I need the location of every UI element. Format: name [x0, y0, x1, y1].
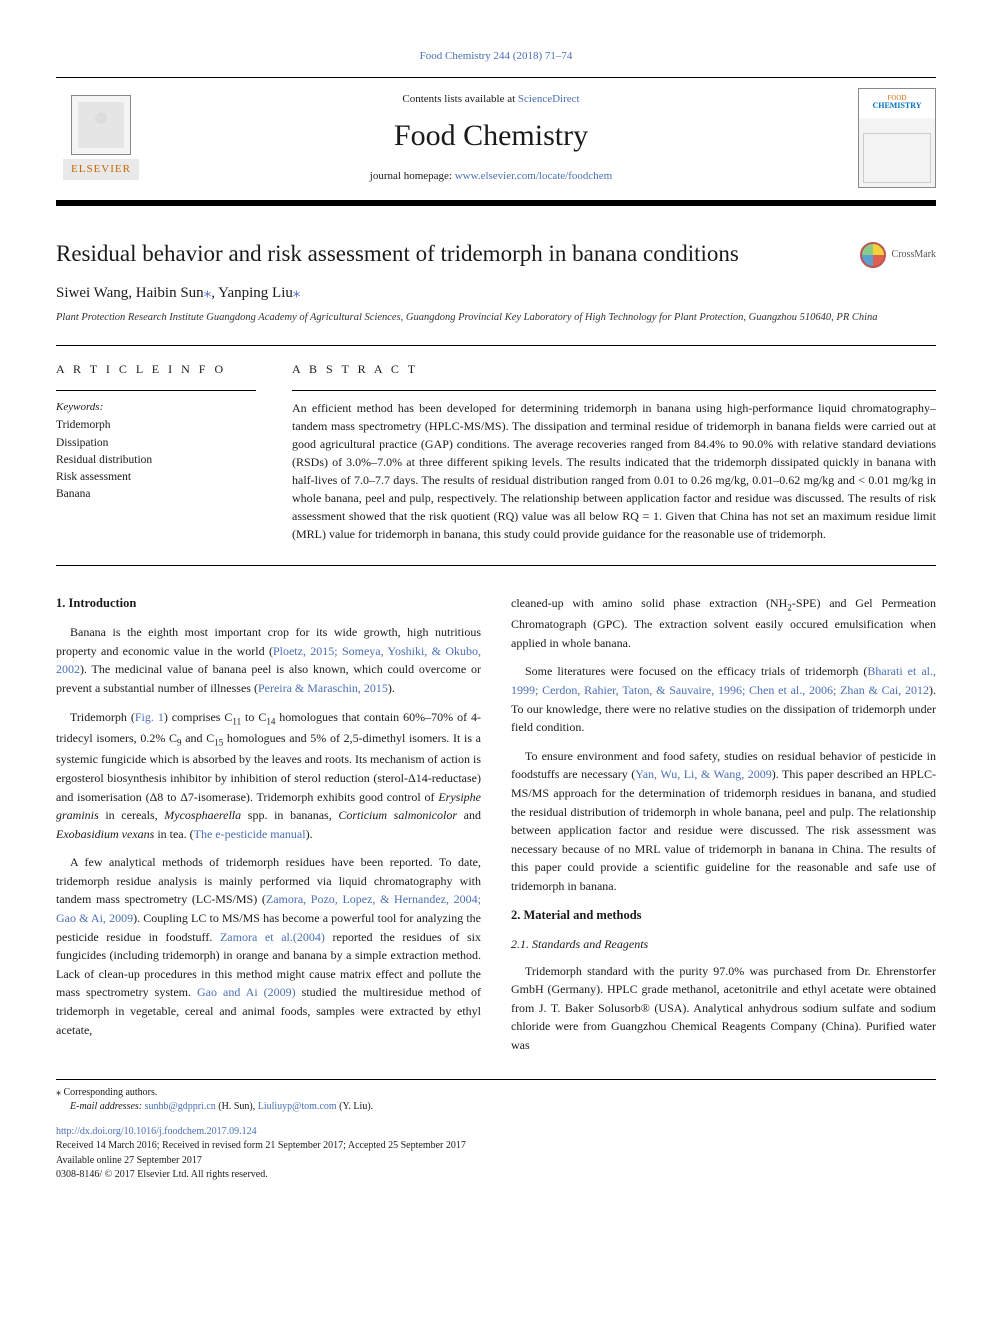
- email-who-1: (H. Sun),: [218, 1101, 255, 1112]
- abstract-column: A B S T R A C T An efficient method has …: [292, 360, 936, 543]
- cover-thumb-block: FOODCHEMISTRY: [836, 88, 936, 188]
- rule-divider: [56, 565, 936, 566]
- running-head-link[interactable]: Food Chemistry 244 (2018) 71–74: [420, 50, 573, 62]
- journal-cover-icon: FOODCHEMISTRY: [858, 88, 936, 188]
- body-paragraph: Tridemorph (Fig. 1) comprises C11 to C14…: [56, 708, 481, 844]
- body-paragraph: To ensure environment and food safety, s…: [511, 747, 936, 896]
- keyword: Tridemorph: [56, 417, 256, 434]
- keyword: Banana: [56, 486, 256, 503]
- cover-art-icon: [863, 133, 931, 183]
- article-info-column: A R T I C L E I N F O Keywords: Tridemor…: [56, 360, 256, 543]
- issn-copyright: 0308-8146/ © 2017 Elsevier Ltd. All righ…: [56, 1169, 268, 1180]
- email-link-1[interactable]: sunhb@gdppri.cn: [145, 1101, 216, 1112]
- email-line: E-mail addresses: sunhb@gdppri.cn (H. Su…: [70, 1100, 936, 1115]
- cover-text: FOODCHEMISTRY: [865, 95, 929, 111]
- contents-prefix: Contents lists available at: [402, 93, 517, 105]
- email-who-2: (Y. Liu).: [339, 1101, 373, 1112]
- pub-dates: Received 14 March 2016; Received in revi…: [56, 1140, 466, 1151]
- journal-name: Food Chemistry: [146, 113, 836, 158]
- online-date: Available online 27 September 2017: [56, 1155, 202, 1166]
- email-label: E-mail addresses:: [70, 1101, 142, 1112]
- body-text: 1. Introduction Banana is the eighth mos…: [56, 594, 936, 1057]
- masthead-center: Contents lists available at ScienceDirec…: [146, 91, 836, 185]
- keywords-label: Keywords:: [56, 399, 256, 416]
- crossmark-icon: [860, 242, 886, 268]
- abstract-heading: A B S T R A C T: [292, 360, 936, 378]
- homepage-link[interactable]: www.elsevier.com/locate/foodchem: [455, 170, 613, 182]
- rule-divider: [56, 345, 936, 346]
- section-heading-mm: 2. Material and methods: [511, 906, 936, 925]
- running-head: Food Chemistry 244 (2018) 71–74: [56, 48, 936, 65]
- subsection-heading-sr: 2.1. Standards and Reagents: [511, 935, 936, 954]
- elsevier-label: ELSEVIER: [63, 159, 139, 180]
- email-link-2[interactable]: Liuliuyp@tom.com: [258, 1101, 337, 1112]
- article-title: Residual behavior and risk assessment of…: [56, 240, 842, 269]
- section-heading-intro: 1. Introduction: [56, 594, 481, 613]
- affiliation: Plant Protection Research Institute Guan…: [56, 311, 936, 325]
- info-rule: [56, 390, 256, 391]
- keyword: Risk assessment: [56, 469, 256, 486]
- body-paragraph: A few analytical methods of tridemorph r…: [56, 853, 481, 1039]
- masthead: ELSEVIER Contents lists available at Sci…: [56, 77, 936, 206]
- keyword: Dissipation: [56, 435, 256, 452]
- abstract-text: An efficient method has been developed f…: [292, 399, 936, 543]
- sciencedirect-link[interactable]: ScienceDirect: [518, 93, 580, 105]
- body-paragraph: Banana is the eighth most important crop…: [56, 623, 481, 697]
- keyword: Residual distribution: [56, 452, 256, 469]
- abstract-rule: [292, 390, 936, 391]
- body-paragraph: Some literatures were focused on the eff…: [511, 662, 936, 736]
- doi-block: http://dx.doi.org/10.1016/j.foodchem.201…: [56, 1125, 936, 1183]
- body-paragraph: Tridemorph standard with the purity 97.0…: [511, 962, 936, 1055]
- crossmark-widget[interactable]: CrossMark: [860, 242, 936, 268]
- doi-link[interactable]: http://dx.doi.org/10.1016/j.foodchem.201…: [56, 1126, 257, 1137]
- keywords-list: TridemorphDissipationResidual distributi…: [56, 417, 256, 503]
- contents-line: Contents lists available at ScienceDirec…: [146, 91, 836, 108]
- body-paragraph: cleaned-up with amino solid phase extrac…: [511, 594, 936, 653]
- crossmark-label: CrossMark: [892, 247, 936, 262]
- article-info-heading: A R T I C L E I N F O: [56, 360, 256, 378]
- homepage-line: journal homepage: www.elsevier.com/locat…: [146, 168, 836, 185]
- footnotes: ⁎ Corresponding authors. E-mail addresse…: [56, 1079, 936, 1183]
- publisher-logo-block: ELSEVIER: [56, 95, 146, 180]
- corresponding-note: ⁎ Corresponding authors.: [56, 1086, 936, 1101]
- homepage-prefix: journal homepage:: [370, 170, 455, 182]
- elsevier-tree-icon: [71, 95, 131, 155]
- authors: Siwei Wang, Haibin Sun⁎, Yanping Liu⁎: [56, 282, 936, 305]
